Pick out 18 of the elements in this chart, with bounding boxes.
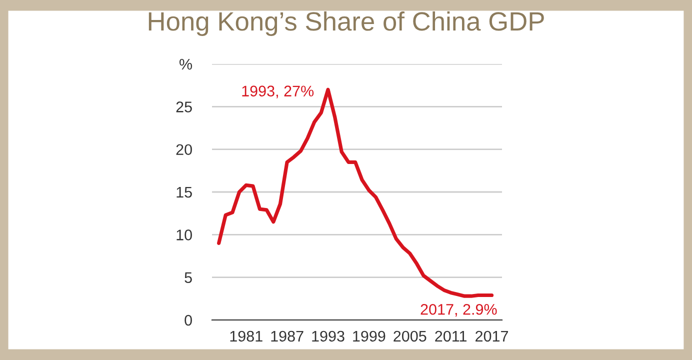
x-tick-label: 2011 [435, 330, 467, 342]
y-tick-label: 0 [184, 314, 192, 326]
x-tick-label: 1993 [312, 330, 344, 342]
y-tick-label: 15 [176, 187, 192, 198]
chart-title: Hong Kong’s Share of China GDP [148, 11, 544, 36]
annotation: 1993, 27% [242, 86, 314, 98]
y-tick-label: 20 [176, 144, 192, 156]
x-tick-label: 1999 [353, 330, 386, 342]
y-tick-label: % [180, 58, 192, 70]
annotation: 2017, 2.9% [420, 304, 497, 317]
x-tick-label: 1987 [271, 330, 304, 342]
line-series [217, 88, 494, 298]
y-tick-label: 5 [184, 272, 192, 284]
y-tick-label: 25 [176, 102, 192, 112]
x-tick-label: 2005 [394, 330, 426, 342]
x-tick-label: 1981 [230, 330, 262, 342]
x-tick-label: 2017 [476, 330, 508, 342]
y-tick-label: 10 [176, 230, 192, 240]
